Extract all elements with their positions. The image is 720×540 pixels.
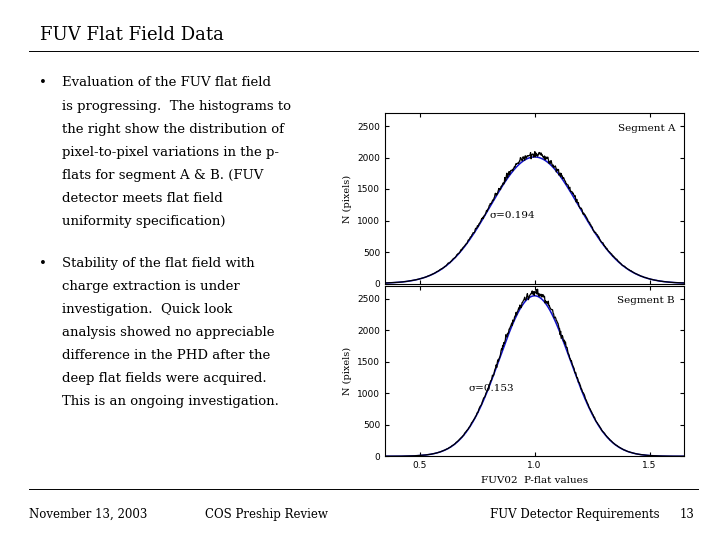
- X-axis label: FUV02  P-flat values: FUV02 P-flat values: [481, 476, 588, 485]
- Text: COS Preship Review: COS Preship Review: [205, 508, 328, 521]
- Text: analysis showed no appreciable: analysis showed no appreciable: [62, 326, 274, 339]
- Text: deep flat fields were acquired.: deep flat fields were acquired.: [62, 372, 266, 385]
- Text: November 13, 2003: November 13, 2003: [29, 508, 147, 521]
- Text: investigation.  Quick look: investigation. Quick look: [62, 303, 233, 316]
- Text: detector meets flat field: detector meets flat field: [62, 192, 222, 205]
- Text: is progressing.  The histograms to: is progressing. The histograms to: [62, 99, 291, 112]
- Text: charge extraction is under: charge extraction is under: [62, 280, 240, 293]
- Text: σ=0.153: σ=0.153: [469, 384, 515, 393]
- Text: •: •: [39, 77, 47, 90]
- Text: FUV Flat Field Data: FUV Flat Field Data: [40, 26, 223, 44]
- Text: pixel-to-pixel variations in the p-: pixel-to-pixel variations in the p-: [62, 146, 279, 159]
- Text: the right show the distribution of: the right show the distribution of: [62, 123, 284, 136]
- Text: difference in the PHD after the: difference in the PHD after the: [62, 349, 270, 362]
- Y-axis label: N (pixels): N (pixels): [343, 174, 352, 222]
- Text: •: •: [39, 257, 47, 270]
- Text: 13: 13: [680, 508, 695, 521]
- Y-axis label: N (pixels): N (pixels): [343, 347, 352, 395]
- Text: FUV Detector Requirements: FUV Detector Requirements: [490, 508, 660, 521]
- Text: Stability of the flat field with: Stability of the flat field with: [62, 257, 255, 270]
- Text: Evaluation of the FUV flat field: Evaluation of the FUV flat field: [62, 77, 271, 90]
- Text: Segment A: Segment A: [618, 124, 675, 133]
- Text: σ=0.194: σ=0.194: [490, 211, 536, 220]
- Text: Segment B: Segment B: [618, 296, 675, 306]
- Text: uniformity specification): uniformity specification): [62, 215, 225, 228]
- Text: This is an ongoing investigation.: This is an ongoing investigation.: [62, 395, 279, 408]
- Text: flats for segment A & B. (FUV: flats for segment A & B. (FUV: [62, 168, 264, 181]
